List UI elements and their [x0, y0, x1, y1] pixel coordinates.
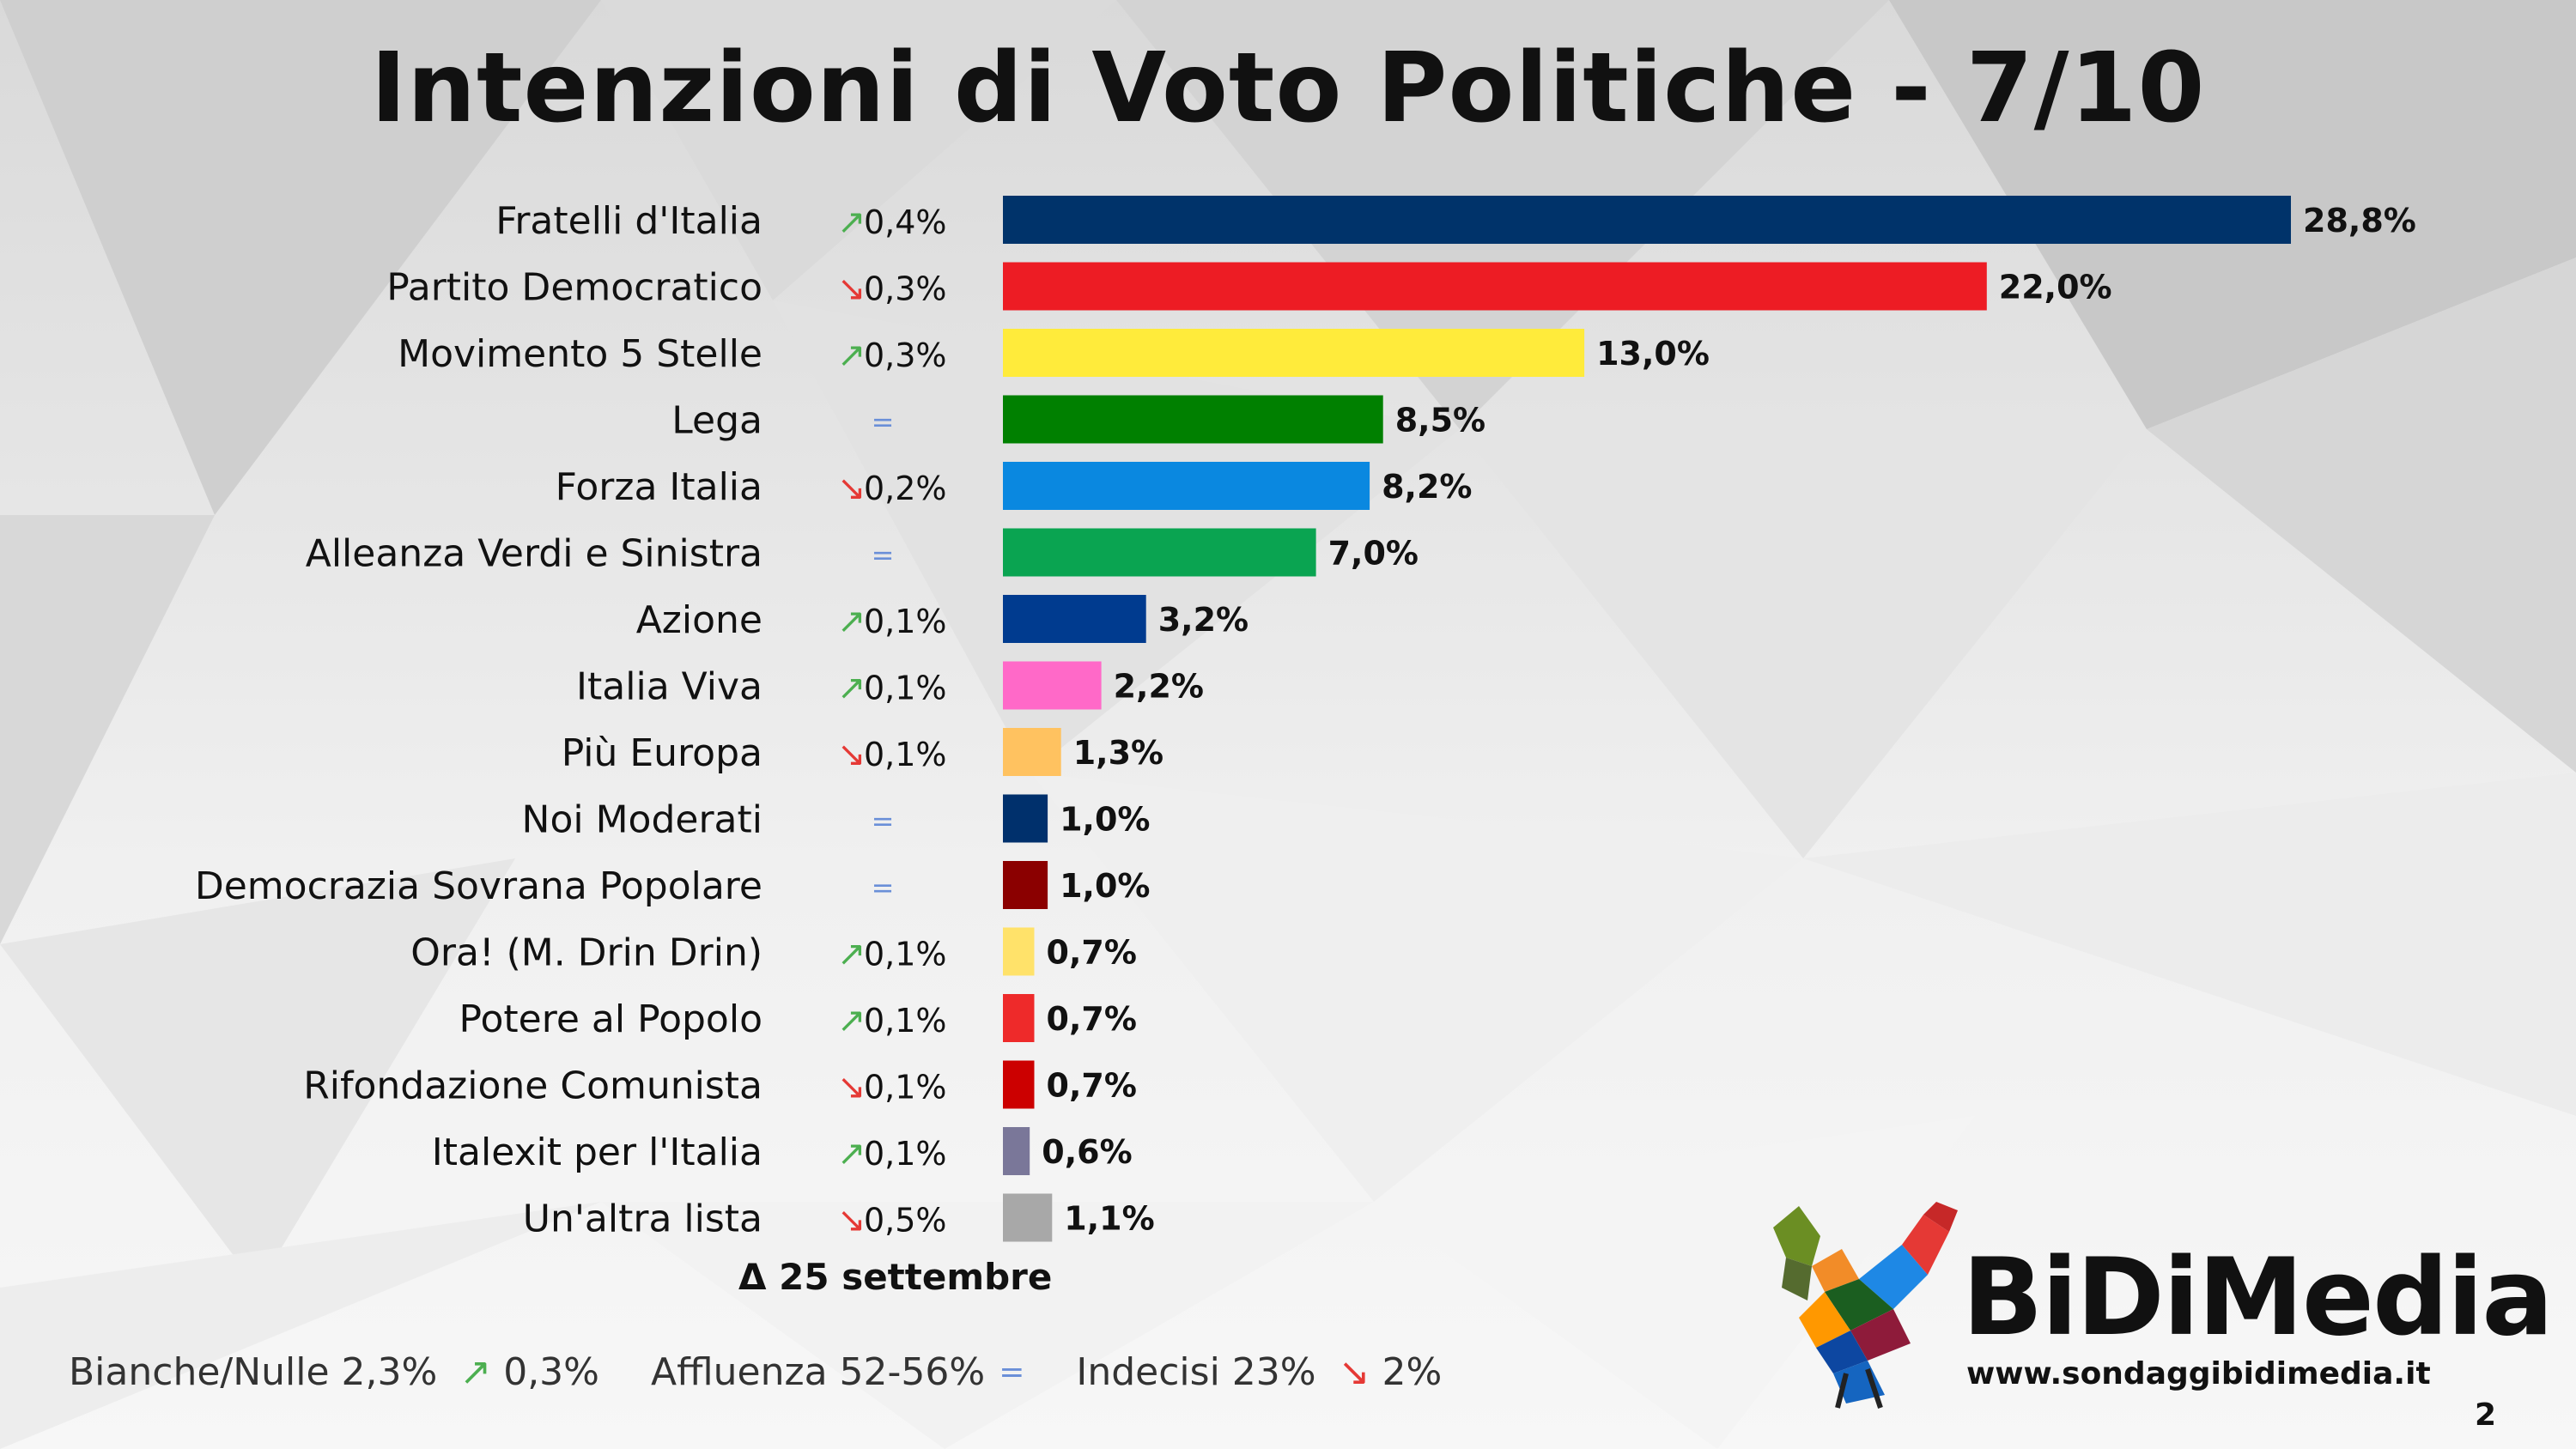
party-label: Alleanza Verdi e Sinistra [306, 532, 762, 576]
trend-up-arrow-icon: ↗ [837, 935, 866, 974]
party-label: Noi Moderati [522, 798, 762, 842]
value-label: 0,6% [1042, 1133, 1132, 1171]
party-label: Italia Viva [576, 665, 762, 709]
trend-down-arrow-icon: ↘ [837, 1068, 866, 1107]
bar [1003, 794, 1048, 843]
bar [1003, 595, 1146, 643]
change-value: 0,4% [864, 203, 947, 241]
party-label: Fratelli d'Italia [495, 199, 762, 243]
brand-name: BiDiMedia [1962, 1236, 2554, 1360]
party-label: Rifondazione Comunista [303, 1064, 762, 1108]
value-label: 28,8% [2303, 202, 2416, 239]
trend-up-arrow-icon: ↗ [837, 203, 866, 242]
website-url: www.sondaggibidimedia.it [1966, 1356, 2431, 1391]
bar [1003, 927, 1035, 976]
value-label: 1,3% [1073, 734, 1163, 772]
party-label: Partito Democratico [386, 266, 762, 310]
change-value: 0,1% [864, 1069, 947, 1106]
blank-null-change: 0,3% [503, 1349, 599, 1394]
bar [1003, 462, 1370, 510]
party-label: Italexit per l'Italia [432, 1131, 762, 1174]
change-value: 0,1% [864, 1135, 947, 1173]
value-label: 1,1% [1064, 1200, 1154, 1238]
party-label: Forza Italia [556, 465, 762, 509]
bar [1003, 994, 1035, 1042]
bar [1003, 1127, 1030, 1175]
bar [1003, 329, 1585, 377]
trend-up-arrow-icon: ↗ [837, 669, 866, 708]
bar [1003, 196, 2291, 244]
delta-reference-label: Δ 25 settembre [738, 1256, 1053, 1298]
value-label: 13,0% [1596, 335, 1710, 373]
trend-down-arrow-icon: ↘ [837, 735, 866, 774]
value-label: 1,0% [1060, 801, 1150, 839]
undecided-down-arrow-icon: ↘ [1338, 1349, 1370, 1394]
bar [1003, 528, 1316, 577]
change-value: 0,3% [864, 336, 947, 374]
value-label: 22,0% [1999, 269, 2112, 306]
no-change-icon: = [872, 871, 895, 904]
trend-up-arrow-icon: ↗ [837, 602, 866, 641]
value-label: 0,7% [1047, 1000, 1137, 1038]
no-change-icon: = [872, 805, 895, 838]
bar [1003, 728, 1061, 776]
bar [1003, 1060, 1035, 1109]
party-label: Democrazia Sovrana Popolare [195, 864, 762, 908]
page-number: 2 [2475, 1397, 2497, 1433]
undecided-stat: Indecisi 23% [1076, 1349, 1316, 1394]
trend-down-arrow-icon: ↘ [837, 270, 866, 309]
no-change-icon: = [872, 539, 895, 572]
undecided-change: 2% [1382, 1349, 1443, 1394]
change-value: 0,1% [864, 670, 947, 707]
rooster-logo-icon [1773, 1202, 1958, 1409]
value-label: 3,2% [1158, 601, 1249, 639]
no-change-icon: = [872, 406, 895, 439]
bar [1003, 861, 1048, 909]
bar [1003, 395, 1383, 444]
party-label: Più Europa [562, 731, 762, 775]
trend-up-arrow-icon: ↗ [837, 1134, 866, 1173]
change-value: 0,3% [864, 270, 947, 308]
trend-down-arrow-icon: ↘ [837, 1201, 866, 1240]
party-label: Azione [636, 598, 762, 642]
blank-null-stat: Bianche/Nulle 2,3% [69, 1349, 438, 1394]
change-value: 0,1% [864, 1002, 947, 1040]
party-label: Ora! (M. Drin Drin) [410, 931, 762, 975]
footer-stats: Bianche/Nulle 2,3% ↗ 0,3% Affluenza 52-5… [69, 1346, 1442, 1397]
turnout-stat: Affluenza 52-56% [651, 1349, 986, 1394]
trend-up-arrow-icon: ↗ [837, 336, 866, 375]
change-value: 0,2% [864, 470, 947, 507]
bar [1003, 1193, 1053, 1242]
trend-down-arrow-icon: ↘ [837, 469, 866, 508]
change-value: 0,1% [864, 736, 947, 773]
change-value: 0,1% [864, 603, 947, 640]
bar [1003, 661, 1102, 710]
blank-null-up-arrow-icon: ↗ [459, 1349, 492, 1394]
party-label: Movimento 5 Stelle [398, 332, 762, 376]
party-label: Potere al Popolo [459, 997, 762, 1041]
value-label: 8,2% [1382, 468, 1472, 506]
change-value: 0,1% [864, 936, 947, 973]
party-label: Lega [671, 399, 762, 443]
trend-up-arrow-icon: ↗ [837, 1001, 866, 1040]
change-value: 0,5% [864, 1202, 947, 1240]
value-label: 2,2% [1114, 668, 1204, 706]
value-label: 0,7% [1047, 1067, 1137, 1105]
value-label: 0,7% [1047, 934, 1137, 972]
bar [1003, 262, 1987, 311]
party-label: Un'altra lista [523, 1197, 762, 1241]
turnout-equal-icon: = [999, 1354, 1025, 1390]
value-label: 7,0% [1328, 535, 1419, 573]
chart-title: Intenzioni di Voto Politiche - 7/10 [370, 33, 2206, 144]
value-label: 8,5% [1395, 402, 1485, 440]
value-label: 1,0% [1060, 867, 1150, 905]
